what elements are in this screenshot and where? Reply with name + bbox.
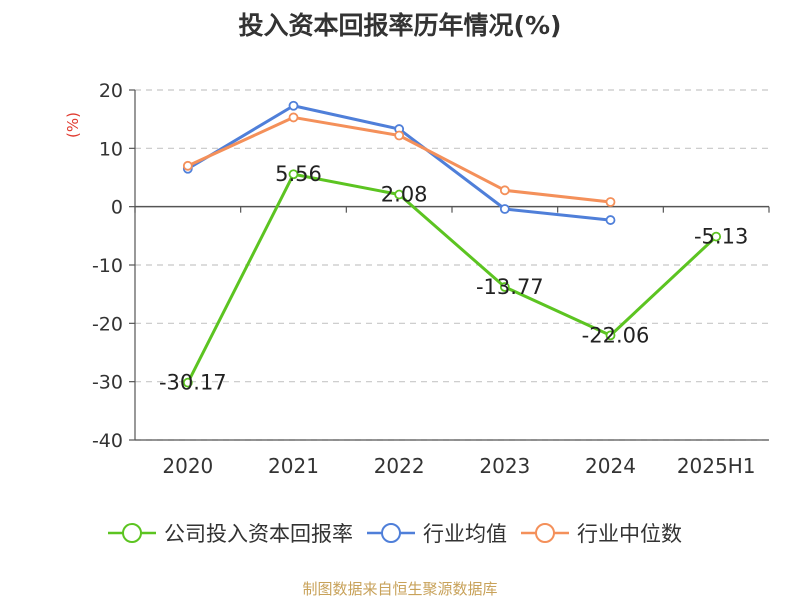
data-label: 2.08: [381, 183, 428, 207]
y-tick-label: 10: [99, 138, 123, 160]
legend-label-industry-median: 行业中位数: [577, 522, 682, 546]
data-label: 5.56: [275, 162, 322, 186]
data-point[interactable]: [499, 204, 510, 214]
data-point[interactable]: [182, 160, 193, 171]
y-tick-label: -20: [92, 313, 123, 335]
data-point[interactable]: [499, 185, 510, 196]
legend-item-industry-median[interactable]: 行业中位数: [519, 518, 682, 548]
legend-label-company: 公司投入资本回报率: [164, 522, 353, 546]
legend-line-icon-industry-median: [521, 523, 569, 543]
chart-title: 投入资本回报率历年情况(%): [238, 11, 562, 40]
data-point[interactable]: [394, 189, 405, 200]
x-tick-label: 2021: [268, 454, 319, 478]
data-point[interactable]: [394, 130, 405, 141]
x-tick-label: 2022: [374, 454, 425, 478]
y-axis-label: (%): [64, 112, 82, 138]
data-point[interactable]: [605, 330, 616, 341]
y-tick-label: -40: [92, 430, 123, 452]
y-tick-label: 20: [99, 80, 123, 102]
data-label: -22.06: [582, 323, 650, 347]
y-tick-label: -30: [92, 372, 123, 394]
legend-line-icon-company: [108, 523, 156, 543]
data-point[interactable]: [182, 377, 193, 388]
legend-line-icon-industry-mean: [367, 523, 415, 543]
legend-item-company[interactable]: 公司投入资本回报率: [106, 518, 353, 548]
data-point[interactable]: [605, 197, 616, 207]
data-label: -13.77: [476, 275, 544, 299]
data-point[interactable]: [288, 112, 299, 123]
data-label: -5.13: [694, 225, 748, 249]
data-point[interactable]: [288, 169, 299, 180]
x-tick-label: 2024: [585, 454, 636, 478]
data-point[interactable]: [499, 282, 510, 292]
x-tick-label: 2025H1: [677, 454, 756, 478]
data-point[interactable]: [711, 231, 722, 242]
x-tick-label: 2023: [479, 454, 530, 478]
legend: 公司投入资本回报率 行业均值 行业中位数: [0, 518, 800, 548]
x-tick-label: 2020: [162, 454, 213, 478]
legend-item-industry-mean[interactable]: 行业均值: [365, 518, 507, 548]
source-note: 制图数据来自恒生聚源数据库: [302, 580, 498, 598]
data-label: -30.17: [159, 371, 227, 395]
legend-label-industry-mean: 行业均值: [423, 522, 507, 546]
y-tick-label: 0: [111, 197, 123, 219]
y-tick-label: -10: [92, 255, 123, 277]
data-point[interactable]: [605, 215, 616, 225]
data-point[interactable]: [288, 100, 299, 111]
series-line: [186, 172, 718, 384]
